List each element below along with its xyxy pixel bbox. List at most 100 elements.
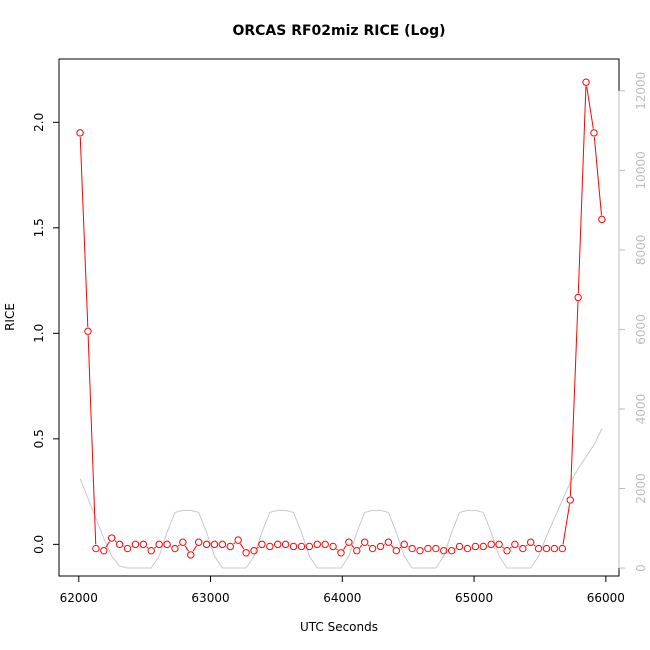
series-line-segment bbox=[367, 544, 370, 547]
series-line-segment bbox=[343, 545, 347, 550]
series-line-segment bbox=[593, 136, 602, 216]
data-point bbox=[329, 542, 337, 551]
data-point bbox=[179, 538, 187, 546]
data-point bbox=[511, 540, 519, 549]
data-point bbox=[218, 540, 227, 549]
series-layer bbox=[76, 78, 606, 569]
data-point bbox=[384, 538, 393, 546]
x-tick-label: 62000 bbox=[60, 591, 98, 605]
data-point bbox=[100, 546, 108, 555]
data-point bbox=[519, 544, 527, 553]
data-point bbox=[92, 544, 100, 553]
data-point bbox=[155, 540, 163, 549]
series-line-segment bbox=[359, 544, 363, 548]
series-line-segment bbox=[256, 546, 259, 549]
data-point bbox=[416, 546, 424, 555]
y-axis-label: RICE bbox=[3, 303, 17, 331]
x-axis-label: UTC Seconds bbox=[300, 620, 378, 634]
data-point bbox=[503, 546, 511, 555]
data-point bbox=[495, 540, 503, 549]
y2-tick-label: 6000 bbox=[634, 314, 648, 345]
axes: 62000 63000 64000 65000 66000 0.0 0.5 1.0 1.5 2.0… bbox=[32, 72, 648, 605]
data-point bbox=[84, 327, 92, 335]
data-point bbox=[440, 546, 448, 555]
y-tick-label: 2.0 bbox=[32, 113, 46, 132]
data-point bbox=[574, 293, 582, 302]
series-line-segment bbox=[502, 546, 505, 549]
data-point bbox=[266, 542, 274, 551]
data-point bbox=[527, 538, 535, 546]
data-point bbox=[281, 540, 290, 549]
series-line-segment bbox=[509, 546, 512, 549]
data-point bbox=[598, 215, 606, 224]
data-point bbox=[534, 544, 543, 553]
data-point bbox=[463, 544, 472, 553]
data-point bbox=[202, 540, 211, 549]
data-point bbox=[424, 544, 432, 553]
data-point bbox=[123, 544, 132, 553]
data-point bbox=[163, 540, 171, 549]
y-tick-label: 1.5 bbox=[32, 218, 46, 237]
series-line-segment bbox=[177, 544, 180, 547]
series-line-segment bbox=[233, 542, 236, 545]
series-line-segment bbox=[586, 86, 594, 129]
y2-tick-label: 4000 bbox=[634, 394, 648, 425]
data-point bbox=[550, 544, 559, 553]
y-tick-label: 0.5 bbox=[32, 429, 46, 448]
y2-tick-label: 12000 bbox=[634, 72, 648, 110]
series-line-segment bbox=[184, 545, 189, 552]
data-point bbox=[139, 540, 148, 549]
data-point bbox=[471, 542, 480, 551]
data-point bbox=[432, 544, 440, 553]
data-point bbox=[566, 496, 574, 504]
y-tick-label: 1.0 bbox=[32, 324, 46, 343]
data-point bbox=[194, 538, 203, 546]
data-point bbox=[408, 544, 416, 553]
x-tick-label: 63000 bbox=[191, 591, 229, 605]
data-point bbox=[108, 534, 116, 542]
series-line-segment bbox=[336, 548, 339, 551]
series-line-segment bbox=[240, 543, 245, 550]
data-point bbox=[479, 542, 487, 551]
y2-tick-label: 2000 bbox=[634, 473, 648, 504]
data-point bbox=[115, 540, 124, 549]
data-point bbox=[258, 540, 266, 549]
data-point bbox=[171, 544, 179, 553]
y2-tick-label: 10000 bbox=[634, 151, 648, 189]
y2-tick-label: 8000 bbox=[634, 235, 648, 266]
data-point bbox=[297, 542, 306, 551]
series-line-segment bbox=[577, 86, 587, 294]
data-point bbox=[582, 78, 590, 86]
data-point bbox=[305, 542, 314, 551]
y-tick-label: 0.0 bbox=[32, 535, 46, 554]
data-point bbox=[360, 538, 369, 546]
series-line-segment bbox=[351, 544, 355, 548]
data-point bbox=[400, 540, 408, 549]
series-line-segment bbox=[399, 546, 402, 549]
data-point bbox=[313, 540, 321, 549]
data-point bbox=[487, 540, 495, 549]
data-point bbox=[542, 544, 551, 553]
x-tick-label: 64000 bbox=[323, 591, 361, 605]
series-line-segment bbox=[105, 541, 110, 548]
data-point bbox=[187, 551, 195, 559]
data-point bbox=[321, 540, 329, 549]
data-point bbox=[289, 542, 298, 551]
series-line-segment bbox=[114, 540, 117, 543]
chart-title: ORCAS RF02miz RICE (Log) bbox=[232, 23, 445, 39]
data-point bbox=[76, 129, 84, 137]
data-point bbox=[590, 129, 598, 137]
series-line-segment bbox=[569, 301, 579, 496]
data-point bbox=[447, 546, 456, 555]
series-line-secondary bbox=[79, 428, 603, 569]
series-line-segment bbox=[192, 545, 197, 552]
series-line-segment bbox=[79, 137, 89, 328]
data-point bbox=[234, 536, 242, 544]
data-point bbox=[558, 544, 567, 553]
series-line-segment bbox=[525, 544, 528, 547]
data-point bbox=[210, 540, 219, 549]
series-line-segment bbox=[146, 546, 149, 549]
series-line-segment bbox=[87, 335, 97, 545]
series-line-segment bbox=[154, 546, 157, 549]
data-point bbox=[455, 542, 464, 551]
